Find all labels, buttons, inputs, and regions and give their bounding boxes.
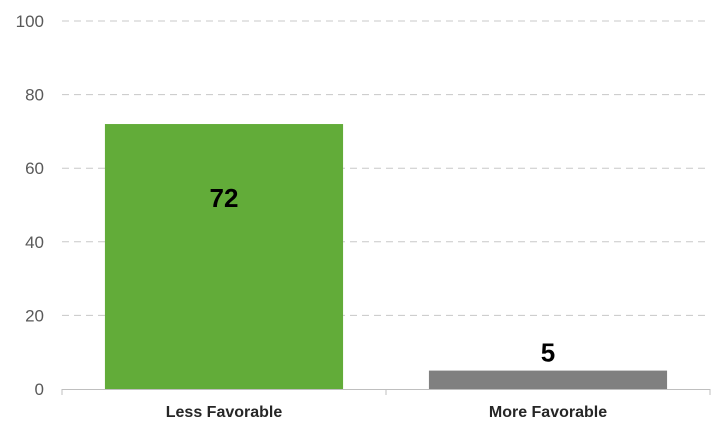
category-label-less-favorable: Less Favorable — [166, 404, 283, 421]
y-tick-label-0: 0 — [35, 380, 44, 399]
category-label-more-favorable: More Favorable — [489, 404, 607, 421]
bars — [104, 124, 668, 389]
y-tick-label-20: 20 — [25, 306, 44, 325]
y-tick-label-60: 60 — [25, 159, 44, 178]
y-tick-label-100: 100 — [16, 12, 44, 31]
axes — [61, 389, 711, 395]
data-label-more-favorable: 5 — [541, 338, 555, 368]
bar-more-favorable — [428, 370, 668, 389]
labels: 0 20 40 60 80 100 72 Less Favorable 5 More Favora… — [16, 12, 608, 421]
data-label-less-favorable: 72 — [210, 183, 239, 213]
y-tick-label-40: 40 — [25, 233, 44, 252]
y-tick-label-80: 80 — [25, 86, 44, 105]
bar-less-favorable — [104, 124, 344, 389]
